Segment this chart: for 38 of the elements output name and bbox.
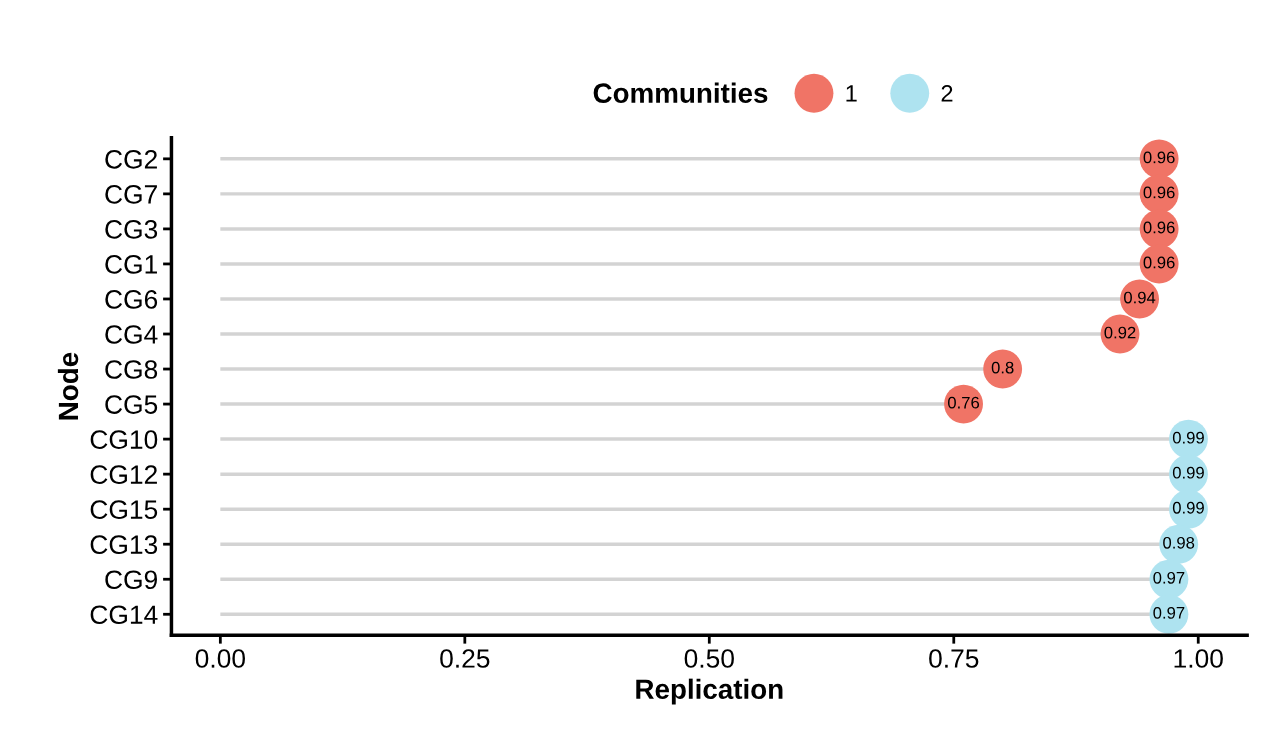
- data-label: 0.92: [1104, 326, 1136, 339]
- data-label: 0.99: [1172, 466, 1204, 479]
- data-label: 0.96: [1143, 221, 1175, 234]
- data-label: 0.97: [1153, 606, 1185, 619]
- y-tick-label: CG8: [105, 360, 158, 379]
- data-label: 0.98: [1163, 536, 1195, 549]
- y-tick-label: CG14: [90, 605, 158, 625]
- x-axis-title: Replication: [636, 678, 783, 705]
- x-tick-label: 0.75: [929, 649, 979, 668]
- y-tick-label: CG6: [105, 290, 158, 309]
- data-label: 0.97: [1153, 571, 1185, 584]
- data-label: 0.96: [1143, 151, 1175, 164]
- x-tick-label: 0.00: [195, 649, 245, 668]
- legend-title: Communities: [593, 82, 768, 103]
- y-tick-label: CG3: [105, 220, 158, 239]
- legend-label: 1: [846, 85, 857, 102]
- x-tick-label: 0.50: [684, 649, 734, 668]
- y-axis-title: Node: [57, 352, 79, 420]
- data-label: 0.99: [1172, 431, 1204, 444]
- y-tick-label: CG9: [105, 570, 158, 590]
- y-tick-label: CG12: [90, 465, 157, 484]
- y-tick-label: CG15: [90, 500, 158, 519]
- data-label: 0.94: [1124, 291, 1156, 304]
- data-label: 0.96: [1143, 256, 1175, 269]
- y-tick-label: CG2: [105, 149, 157, 169]
- data-label: 0.96: [1143, 186, 1175, 199]
- data-label: 0.76: [947, 396, 980, 409]
- y-tick-label: CG1: [105, 255, 157, 274]
- data-label: 0.8: [991, 361, 1014, 374]
- data-label: 0.99: [1172, 501, 1204, 514]
- y-tick-label: CG10: [90, 430, 158, 449]
- y-tick-label: CG13: [90, 535, 158, 555]
- y-tick-label: CG7: [105, 185, 157, 204]
- y-tick-label: CG4: [105, 325, 158, 344]
- legend-label: 2: [941, 84, 953, 102]
- y-tick-label: CG5: [105, 395, 158, 414]
- x-tick-label: 0.25: [440, 649, 490, 668]
- x-tick-label: 1.00: [1174, 649, 1223, 668]
